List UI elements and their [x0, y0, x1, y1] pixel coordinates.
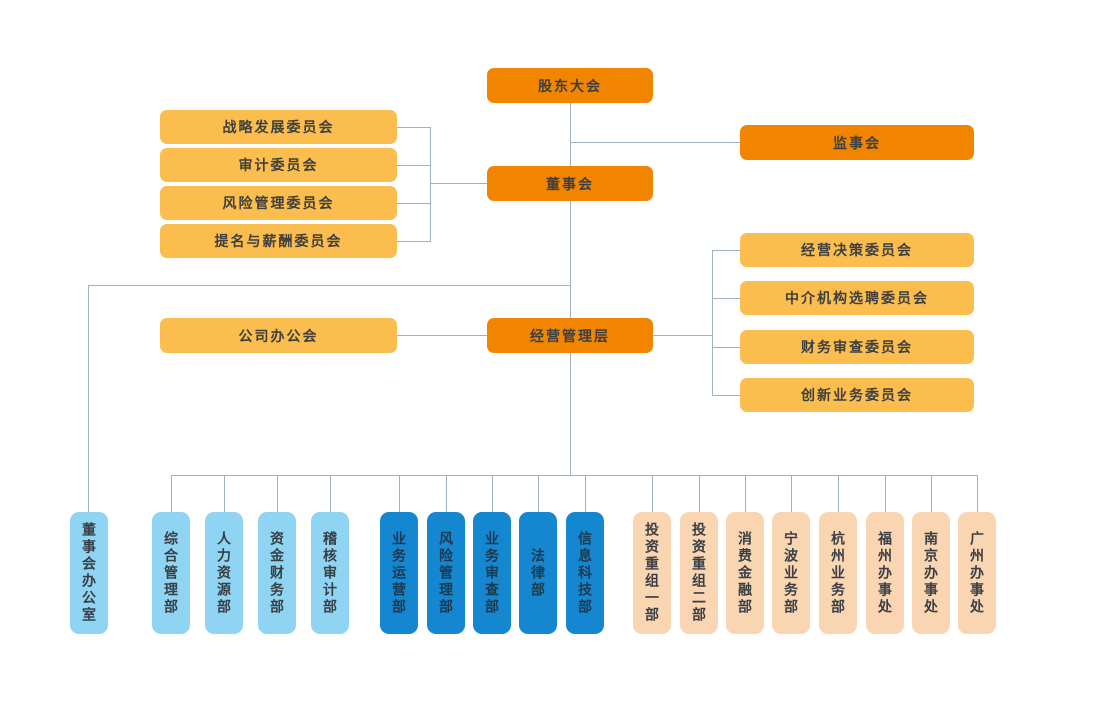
dept-risk-management: 风险管理部	[427, 512, 465, 634]
connector-line	[653, 335, 712, 336]
connector-line	[430, 183, 487, 184]
connector-line	[570, 353, 571, 475]
connector-line	[745, 475, 746, 512]
connector-line	[977, 475, 978, 512]
connector-line	[430, 127, 431, 242]
connector-line	[397, 241, 430, 242]
connector-line	[712, 298, 740, 299]
connector-line	[171, 475, 977, 476]
connector-line	[224, 475, 225, 512]
node-shareholders-meeting: 股东大会	[487, 68, 653, 103]
dept-general-management: 综合管理部	[152, 512, 190, 634]
connector-line	[712, 395, 740, 396]
connector-line	[570, 142, 740, 143]
connector-line	[397, 165, 430, 166]
connector-line	[397, 335, 487, 336]
dept-fuzhou-office: 福州办事处	[866, 512, 904, 634]
connector-line	[399, 475, 400, 512]
dept-ningbo-business: 宁波业务部	[772, 512, 810, 634]
dept-information-technology: 信息科技部	[566, 512, 604, 634]
connector-line	[712, 347, 740, 348]
dept-consumer-finance: 消费金融部	[726, 512, 764, 634]
node-board-of-directors: 董事会	[487, 166, 653, 201]
dept-business-operations: 业务运营部	[380, 512, 418, 634]
connector-line	[330, 475, 331, 512]
connector-line	[570, 200, 571, 318]
node-committee-financial-review: 财务审查委员会	[740, 330, 974, 364]
connector-line	[699, 475, 700, 512]
connector-line	[838, 475, 839, 512]
connector-line	[712, 250, 740, 251]
dept-nanjing-office: 南京办事处	[912, 512, 950, 634]
connector-line	[931, 475, 932, 512]
connector-line	[171, 475, 172, 512]
connector-line	[885, 475, 886, 512]
node-committee-audit: 审计委员会	[160, 148, 397, 182]
dept-investment-restructuring-2: 投资重组二部	[680, 512, 718, 634]
dept-hangzhou-business: 杭州业务部	[819, 512, 857, 634]
connector-line	[570, 103, 571, 166]
node-committee-nomination-remuneration: 提名与薪酬委员会	[160, 224, 397, 258]
connector-line	[277, 475, 278, 512]
connector-line	[585, 475, 586, 512]
node-committee-strategy-development: 战略发展委员会	[160, 110, 397, 144]
connector-line	[397, 203, 430, 204]
dept-bod-office: 董事会办公室	[70, 512, 108, 634]
dept-treasury-finance: 资金财务部	[258, 512, 296, 634]
connector-line	[397, 127, 430, 128]
dept-guangzhou-office: 广州办事处	[958, 512, 996, 634]
connector-line	[791, 475, 792, 512]
connector-line	[712, 250, 713, 395]
node-company-office-meeting: 公司办公会	[160, 318, 397, 353]
dept-audit-supervision: 稽核审计部	[311, 512, 349, 634]
dept-investment-restructuring-1: 投资重组一部	[633, 512, 671, 634]
node-committee-intermediary-selection: 中介机构选聘委员会	[740, 281, 974, 315]
connector-line	[538, 475, 539, 512]
node-committee-operating-decision: 经营决策委员会	[740, 233, 974, 267]
connector-line	[652, 475, 653, 512]
node-supervisory-board: 监事会	[740, 125, 974, 160]
connector-line	[446, 475, 447, 512]
node-committee-innovation-business: 创新业务委员会	[740, 378, 974, 412]
connector-line	[88, 285, 89, 512]
connector-line	[88, 285, 570, 286]
dept-business-review: 业务审查部	[473, 512, 511, 634]
dept-legal: 法律部	[519, 512, 557, 634]
dept-human-resources: 人力资源部	[205, 512, 243, 634]
node-committee-risk-management: 风险管理委员会	[160, 186, 397, 220]
node-management-level: 经营管理层	[487, 318, 653, 353]
connector-line	[492, 475, 493, 512]
